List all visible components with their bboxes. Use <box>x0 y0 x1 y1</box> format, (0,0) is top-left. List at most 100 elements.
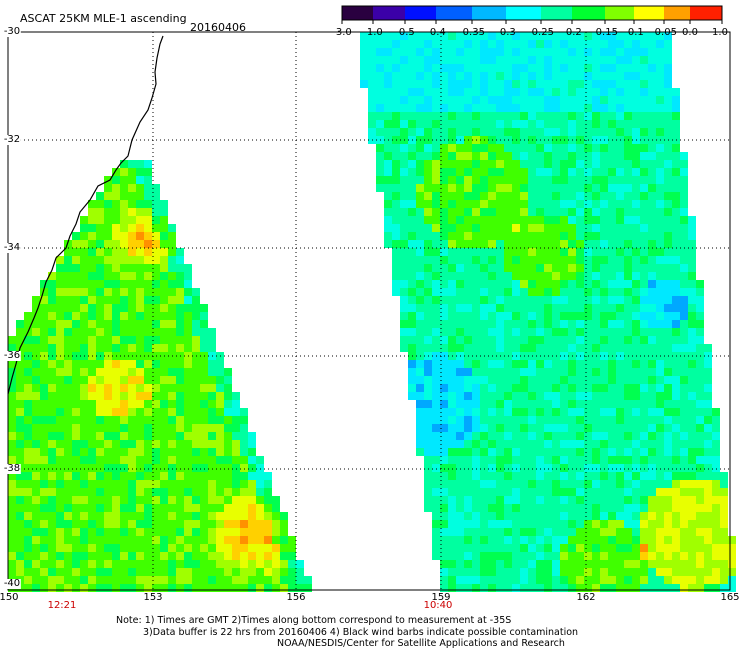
wind-cell <box>176 528 184 536</box>
wind-cell <box>680 216 688 224</box>
wind-cell <box>8 496 16 504</box>
wind-cell <box>512 432 520 440</box>
wind-cell <box>568 328 576 336</box>
wind-cell <box>488 504 496 512</box>
wind-cell <box>680 560 688 568</box>
wind-cell <box>472 168 480 176</box>
wind-cell <box>536 360 544 368</box>
wind-cell <box>504 432 512 440</box>
wind-cell <box>584 264 592 272</box>
wind-cell <box>488 464 496 472</box>
wind-cell <box>416 224 424 232</box>
wind-cell <box>568 56 576 64</box>
wind-cell <box>584 368 592 376</box>
wind-cell <box>640 336 648 344</box>
wind-cell <box>512 320 520 328</box>
wind-cell <box>72 272 80 280</box>
wind-cell <box>160 528 168 536</box>
wind-cell <box>696 528 704 536</box>
wind-cell <box>536 152 544 160</box>
wind-cell <box>80 288 88 296</box>
wind-cell <box>544 472 552 480</box>
wind-cell <box>696 376 704 384</box>
wind-cell <box>504 576 512 584</box>
wind-cell <box>96 584 104 592</box>
wind-cell <box>120 560 128 568</box>
wind-cell <box>696 568 704 576</box>
wind-cell <box>624 160 632 168</box>
wind-cell <box>432 304 440 312</box>
wind-cell <box>472 584 480 592</box>
wind-cell <box>688 432 696 440</box>
wind-cell <box>584 96 592 104</box>
wind-cell <box>656 104 664 112</box>
wind-cell <box>528 496 536 504</box>
wind-cell <box>680 464 688 472</box>
wind-cell <box>624 560 632 568</box>
wind-cell <box>576 56 584 64</box>
wind-cell <box>656 152 664 160</box>
wind-cell <box>264 512 272 520</box>
wind-cell <box>552 160 560 168</box>
wind-cell <box>504 32 512 40</box>
wind-cell <box>584 224 592 232</box>
wind-cell <box>616 344 624 352</box>
wind-cell <box>144 200 152 208</box>
wind-cell <box>504 424 512 432</box>
wind-cell <box>56 520 64 528</box>
wind-cell <box>256 496 264 504</box>
wind-cell <box>168 472 176 480</box>
wind-cell <box>648 344 656 352</box>
wind-cell <box>16 408 24 416</box>
wind-cell <box>616 416 624 424</box>
wind-cell <box>544 392 552 400</box>
wind-cell <box>664 200 672 208</box>
wind-cell <box>560 240 568 248</box>
wind-cell <box>568 440 576 448</box>
wind-cell <box>608 312 616 320</box>
wind-cell <box>104 576 112 584</box>
wind-cell <box>504 248 512 256</box>
wind-cell <box>584 472 592 480</box>
wind-cell <box>688 240 696 248</box>
wind-cell <box>32 336 40 344</box>
wind-cell <box>408 112 416 120</box>
wind-cell <box>224 400 232 408</box>
wind-cell <box>648 384 656 392</box>
wind-cell <box>88 360 96 368</box>
wind-cell <box>648 456 656 464</box>
wind-cell <box>160 432 168 440</box>
wind-cell <box>184 408 192 416</box>
wind-cell <box>144 296 152 304</box>
wind-cell <box>632 504 640 512</box>
wind-cell <box>712 488 720 496</box>
wind-cell <box>640 584 648 592</box>
wind-cell <box>496 184 504 192</box>
wind-cell <box>680 304 688 312</box>
wind-cell <box>152 512 160 520</box>
wind-cell <box>392 168 400 176</box>
wind-cell <box>440 168 448 176</box>
wind-cell <box>536 408 544 416</box>
wind-cell <box>448 432 456 440</box>
wind-cell <box>504 192 512 200</box>
wind-cell <box>56 512 64 520</box>
wind-cell <box>464 560 472 568</box>
wind-cell <box>432 64 440 72</box>
wind-cell <box>40 296 48 304</box>
wind-cell <box>544 104 552 112</box>
wind-cell <box>152 248 160 256</box>
wind-cell <box>120 408 128 416</box>
wind-cell <box>8 472 16 480</box>
wind-cell <box>624 104 632 112</box>
wind-cell <box>96 312 104 320</box>
wind-cell <box>680 480 688 488</box>
wind-cell <box>48 296 56 304</box>
wind-cell <box>464 296 472 304</box>
wind-cell <box>544 448 552 456</box>
wind-cell <box>192 288 200 296</box>
wind-cell <box>280 528 288 536</box>
wind-cell <box>40 568 48 576</box>
wind-cell <box>608 376 616 384</box>
wind-cell <box>608 176 616 184</box>
